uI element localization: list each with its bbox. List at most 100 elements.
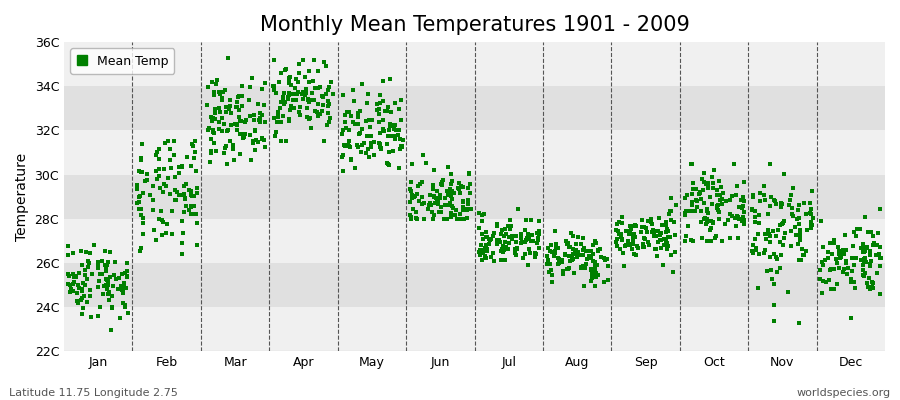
Point (392, 127, 406, 134)
Point (208, 110, 222, 116)
Point (701, 210, 716, 216)
Point (590, 261, 605, 268)
Point (428, 167, 442, 173)
Point (844, 276, 859, 282)
Point (444, 193, 458, 199)
Point (152, 156, 166, 162)
Point (455, 204, 470, 210)
Point (609, 243, 624, 250)
Point (508, 246, 523, 253)
Point (558, 252, 572, 258)
Point (577, 283, 591, 290)
Point (115, 283, 130, 290)
Point (836, 268, 850, 275)
Point (872, 206, 886, 212)
Point (120, 268, 134, 274)
Point (651, 238, 665, 245)
Point (384, 108, 399, 115)
Point (152, 216, 166, 222)
Point (93, 271, 107, 277)
Point (101, 278, 115, 284)
Point (652, 215, 666, 222)
Point (749, 244, 763, 251)
Point (622, 231, 636, 237)
Point (292, 104, 307, 110)
Point (703, 218, 717, 225)
Point (583, 254, 598, 261)
Point (317, 59, 331, 65)
Point (133, 193, 148, 199)
Point (640, 229, 654, 236)
Point (510, 244, 525, 251)
Point (223, 97, 238, 103)
Point (608, 238, 623, 245)
Point (522, 236, 536, 242)
Point (351, 121, 365, 128)
Point (573, 264, 588, 270)
Point (92, 278, 106, 284)
Point (678, 238, 692, 244)
Point (282, 116, 296, 122)
Point (224, 109, 238, 116)
Point (557, 251, 572, 258)
Point (551, 245, 565, 252)
Bar (64, 219, 885, 263)
Point (699, 181, 714, 187)
Point (559, 238, 573, 244)
Point (764, 194, 778, 200)
Point (351, 143, 365, 150)
Point (856, 272, 870, 278)
Point (804, 220, 818, 227)
Point (718, 198, 733, 204)
Point (504, 223, 518, 229)
Point (824, 240, 838, 246)
Point (700, 238, 715, 244)
Point (417, 200, 431, 207)
Point (239, 117, 254, 123)
Point (688, 185, 703, 192)
Point (455, 216, 470, 222)
Point (860, 244, 874, 250)
Point (248, 126, 263, 133)
Point (253, 119, 267, 125)
Point (544, 242, 559, 248)
Point (443, 189, 457, 196)
Point (588, 283, 602, 289)
Bar (64, 42, 885, 86)
Point (131, 199, 146, 206)
Point (483, 236, 498, 243)
Point (99, 276, 113, 282)
Point (850, 226, 864, 232)
Point (700, 216, 715, 222)
Point (360, 100, 374, 107)
Point (846, 243, 860, 250)
Point (861, 284, 876, 290)
Point (118, 302, 132, 309)
Point (292, 61, 306, 67)
Point (295, 56, 310, 63)
Point (628, 222, 643, 228)
Point (715, 196, 729, 202)
Point (207, 130, 221, 136)
Point (853, 226, 868, 232)
Point (490, 241, 504, 247)
Point (765, 276, 779, 283)
Point (69, 273, 84, 279)
Point (525, 232, 539, 239)
Point (658, 236, 672, 242)
Point (176, 182, 191, 189)
Point (858, 270, 872, 276)
Point (437, 195, 452, 201)
Point (132, 205, 147, 212)
Point (649, 228, 663, 234)
Point (382, 162, 396, 168)
Point (461, 197, 475, 204)
Point (432, 195, 446, 201)
Point (382, 149, 396, 156)
Point (484, 254, 499, 261)
Point (774, 200, 788, 206)
Point (134, 168, 148, 175)
Point (622, 242, 636, 249)
Point (221, 106, 236, 112)
Point (242, 97, 256, 104)
